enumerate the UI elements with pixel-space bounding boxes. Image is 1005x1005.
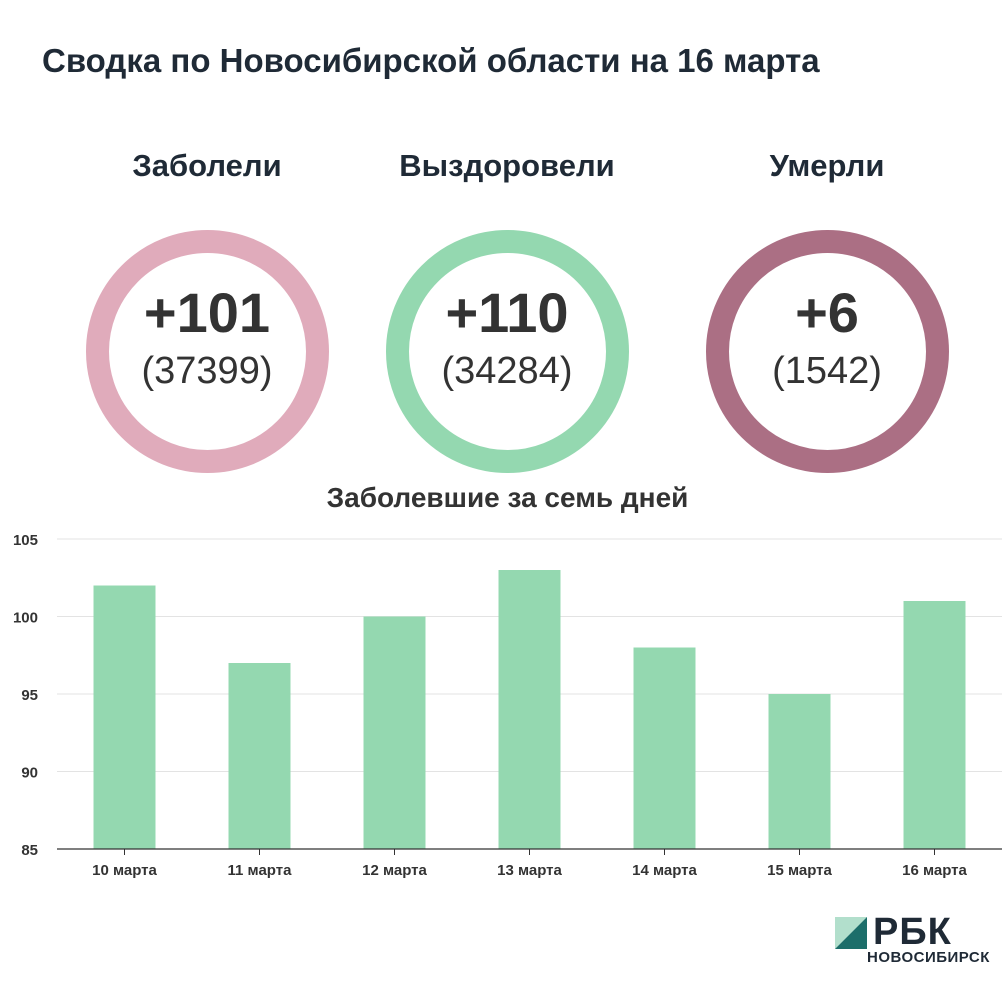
bar [363,616,426,849]
y-tick-label: 90 [21,765,38,782]
y-tick-label: 105 [13,532,38,549]
stat-label: Выздоровели [399,148,615,183]
bar [93,585,156,849]
stat-deaths: Умерли +6 (1542) [677,148,977,473]
x-tick-label: 13 марта [497,862,562,879]
stat-main-value: +110 [445,281,569,344]
stat-main-value: +101 [143,281,271,344]
y-tick-label: 100 [13,610,38,627]
stat-ring: +6 (1542) [705,230,949,473]
bar [498,570,561,849]
stat-recovered: Выздоровели +110 (34284) [357,148,657,473]
chart-title: Заболевшие за семь дней [326,482,689,513]
x-tick-label: 12 марта [362,862,427,879]
bar [633,647,696,849]
bar [228,663,291,849]
x-tick-label: 10 марта [92,862,157,879]
x-tick-label: 15 марта [767,862,832,879]
bar-chart: 85 90 95 100 105 10 марта 11 марта 12 марта 13 м… [13,532,1002,879]
stat-label: Умерли [769,148,885,183]
page-title: Сводка по Новосибирской области на 16 ма… [42,42,820,79]
logo-subtext: НОВОСИБИРСК [867,949,990,966]
logo-text: РБК [873,911,952,953]
rbk-logo: РБК НОВОСИБИРСК [835,911,1000,973]
y-tick-label: 95 [21,687,38,704]
x-tick-label: 16 марта [902,862,967,879]
stat-label: Заболели [132,148,282,183]
stat-ring: +101 (37399) [85,230,329,473]
stat-main-value: +6 [795,281,859,344]
stat-total-value: (34284) [441,350,573,392]
stat-infected: Заболели +101 (37399) [57,148,357,473]
stat-total-value: (37399) [141,350,273,392]
stat-ring: +110 (34284) [385,230,629,473]
x-tick-label: 14 марта [632,862,697,879]
bar [903,601,966,849]
x-tick-label: 11 марта [228,862,293,879]
stat-total-value: (1542) [772,350,882,392]
y-tick-label: 85 [21,842,38,859]
rbk-logo-mark-icon [835,917,867,949]
bar [768,694,831,849]
